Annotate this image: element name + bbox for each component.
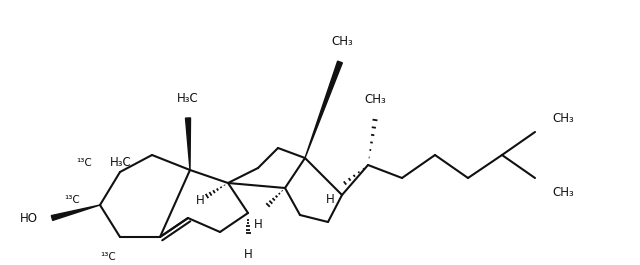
Polygon shape — [305, 61, 342, 158]
Text: H: H — [253, 218, 262, 231]
Polygon shape — [51, 205, 100, 220]
Text: H₃C: H₃C — [110, 157, 132, 170]
Text: H₃C: H₃C — [177, 92, 199, 105]
Text: H: H — [326, 193, 335, 206]
Text: ¹³C: ¹³C — [76, 158, 92, 168]
Text: ¹³C: ¹³C — [64, 195, 80, 205]
Text: HO: HO — [20, 211, 38, 224]
Text: CH₃: CH₃ — [331, 35, 353, 48]
Text: CH₃: CH₃ — [552, 112, 573, 125]
Text: H: H — [244, 248, 252, 261]
Text: CH₃: CH₃ — [364, 93, 386, 106]
Text: H: H — [196, 193, 204, 206]
Text: CH₃: CH₃ — [552, 186, 573, 198]
Polygon shape — [186, 118, 191, 170]
Text: ¹³C: ¹³C — [100, 252, 116, 262]
